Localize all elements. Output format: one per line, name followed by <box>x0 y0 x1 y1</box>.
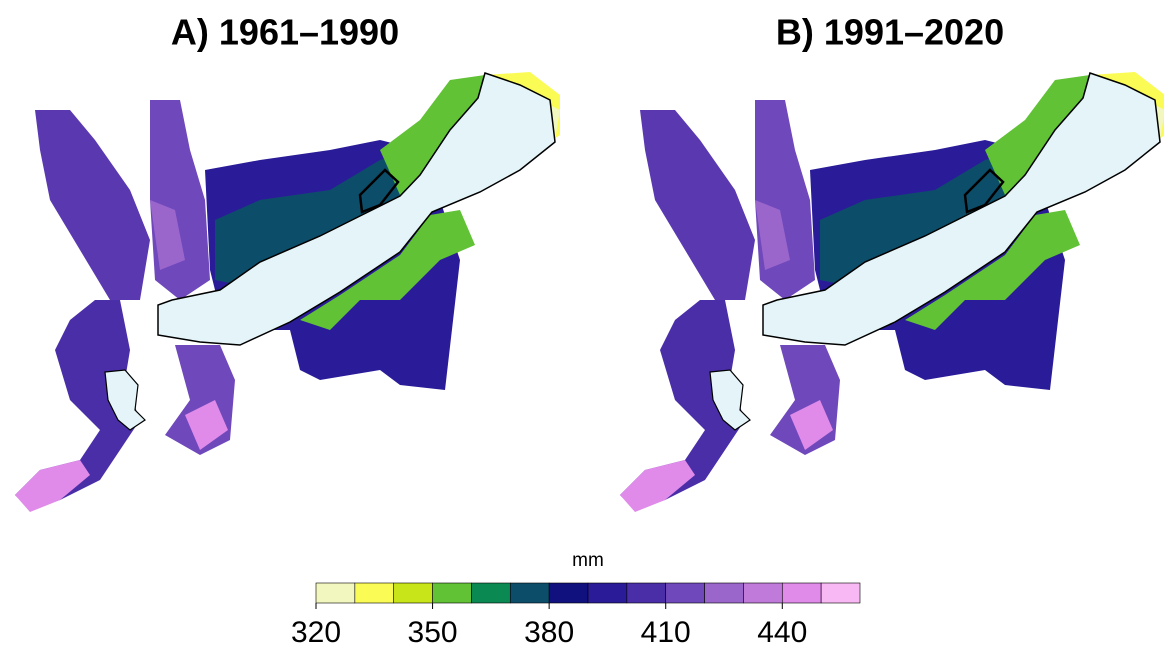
legend-tick-label: 410 <box>641 616 691 649</box>
legend-title: mm <box>572 550 604 571</box>
map <box>13 70 562 514</box>
map <box>618 70 1164 514</box>
legend-swatch <box>432 582 472 604</box>
legend: 320 350 380 410 440 <box>291 582 861 649</box>
legend-swatch <box>665 582 705 604</box>
legend-swatch <box>704 582 744 604</box>
legend-swatch <box>587 582 628 604</box>
legend-swatch <box>471 582 511 604</box>
panels: A) 1961–1990 B) 1991–2020 <box>13 12 1164 514</box>
panel-title: B) 1991–2020 <box>776 12 1004 53</box>
legend-swatch <box>548 582 589 604</box>
legend-tick-label: 320 <box>291 616 341 649</box>
legend-swatch <box>393 582 433 604</box>
legend-swatch <box>626 582 667 604</box>
panel-title: A) 1961–1990 <box>171 12 399 53</box>
legend-tick-label: 380 <box>524 616 574 649</box>
legend-swatch <box>315 582 356 604</box>
legend-tick-label: 350 <box>408 616 458 649</box>
legend-swatch <box>509 582 550 604</box>
legend-swatch <box>781 582 822 604</box>
legend-swatch <box>820 582 861 604</box>
legend-swatch <box>743 582 783 604</box>
legend-tick-label: 440 <box>757 616 807 649</box>
legend-swatch <box>354 582 395 604</box>
